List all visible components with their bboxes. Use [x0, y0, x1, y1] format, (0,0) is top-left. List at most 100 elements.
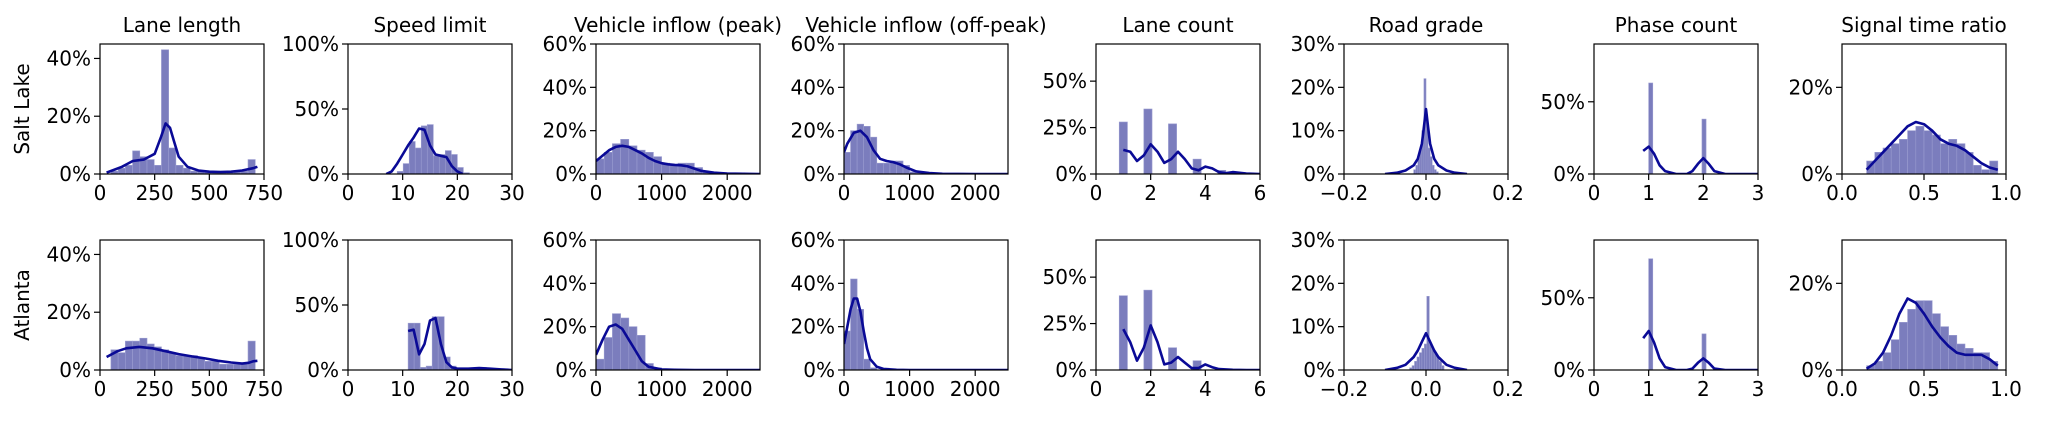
y-tick-label: 40% [47, 46, 91, 70]
y-tick-label: 20% [1789, 271, 1833, 295]
y-tick-label: 60% [543, 228, 587, 252]
histogram-bar [414, 147, 422, 174]
histogram-bar [1907, 130, 1917, 174]
y-tick-label: 50% [1541, 90, 1585, 114]
histogram-bar [132, 150, 141, 174]
x-tick-label: 500 [190, 181, 228, 205]
y-tick-label: 0% [1055, 358, 1087, 382]
histogram-bar [1907, 309, 1917, 370]
histogram-bar [132, 340, 141, 370]
panel-title: Signal time ratio [1841, 13, 2006, 37]
y-tick-label: 50% [295, 97, 339, 121]
kde-line [1865, 297, 1999, 370]
histogram-bar [1899, 139, 1908, 174]
histogram-bar [182, 167, 191, 174]
x-tick-label: 3 [1752, 377, 1765, 401]
kde-line [1122, 324, 1260, 370]
histogram-bar [1168, 123, 1177, 174]
panel-title: Speed limit [373, 13, 486, 37]
histogram-bar [1416, 356, 1420, 370]
x-tick-label: 0.0 [1410, 377, 1442, 401]
histogram-bar [603, 152, 613, 174]
x-tick-label: 1 [1642, 181, 1655, 205]
y-tick-label: 0% [1553, 358, 1585, 382]
y-tick-label: 50% [1541, 286, 1585, 310]
histogram-bar [1648, 258, 1654, 370]
histogram-bar [1931, 313, 1941, 370]
histogram-bar [125, 165, 133, 174]
histogram-bar [432, 155, 440, 174]
histogram-bar [863, 358, 871, 370]
histogram-bar [175, 355, 184, 370]
y-tick-label: 50% [1043, 69, 1087, 93]
y-tick-label: 0% [307, 162, 339, 186]
x-tick-label: −0.2 [1320, 377, 1369, 401]
y-tick-label: 30% [1291, 228, 1335, 252]
axes-frame [347, 239, 513, 371]
x-tick-label: 6 [1254, 181, 1267, 205]
y-tick-label: 20% [47, 300, 91, 324]
histogram-bar [233, 363, 242, 370]
y-tick-label: 10% [1291, 119, 1335, 143]
axes-frame [843, 43, 1009, 175]
histogram-bar [1429, 156, 1433, 174]
y-tick-label: 40% [791, 75, 835, 99]
axes-frame [1095, 239, 1261, 371]
x-tick-label: 6 [1254, 377, 1267, 401]
x-tick-label: 2000 [702, 181, 753, 205]
histogram-bar [1411, 365, 1415, 370]
histogram-bar [1421, 348, 1425, 370]
y-tick-label: 0% [555, 358, 587, 382]
y-tick-label: 0% [1055, 162, 1087, 186]
histogram-bar [869, 367, 878, 370]
y-tick-label: 10% [1291, 315, 1335, 339]
x-tick-label: 1000 [636, 181, 687, 205]
row-label: Atlanta [10, 269, 34, 341]
y-tick-label: 0% [59, 162, 91, 186]
axes-frame [99, 239, 265, 371]
histogram-bar [211, 361, 220, 370]
x-tick-label: 2 [1144, 377, 1157, 401]
x-tick-label: 0 [1090, 181, 1103, 205]
histogram-bar [1981, 169, 1990, 174]
histogram-bar [1192, 158, 1202, 174]
x-tick-label: 0 [1588, 377, 1601, 401]
x-tick-label: 20 [445, 181, 470, 205]
histogram-bar [1428, 343, 1433, 370]
histogram-bar [1915, 126, 1925, 174]
histogram-bar [1427, 147, 1431, 174]
histogram-bar [1424, 343, 1428, 370]
histogram-bar [153, 165, 162, 174]
histogram-bar [1431, 165, 1435, 174]
histogram-bar [1118, 121, 1128, 174]
y-tick-label: 0% [59, 358, 91, 382]
y-tick-label: 0% [1553, 162, 1585, 186]
histogram-bar [1438, 361, 1442, 370]
x-tick-label: 1000 [636, 377, 687, 401]
x-tick-label: 1.0 [1990, 181, 2022, 205]
x-tick-label: 2 [1144, 181, 1157, 205]
histogram-bar [1972, 165, 1982, 174]
histogram-bar [1701, 118, 1707, 174]
histogram-bar [1923, 130, 1933, 174]
y-tick-label: 0% [1303, 162, 1335, 186]
y-tick-label: 40% [47, 242, 91, 266]
y-tick-label: 20% [1789, 75, 1833, 99]
histogram-bar [1890, 143, 1900, 174]
x-tick-label: 1.0 [1990, 377, 2022, 401]
x-tick-label: 250 [136, 377, 174, 401]
kde-line [1865, 120, 1999, 171]
x-tick-label: 0 [590, 377, 603, 401]
x-tick-label: 2000 [950, 181, 1001, 205]
histogram-bar [1882, 352, 1892, 370]
panel-title: Lane count [1122, 13, 1233, 37]
kde-line [105, 345, 258, 365]
histogram-bar [620, 317, 630, 370]
axes-frame [1593, 239, 1759, 371]
histogram-bar [844, 152, 851, 174]
histogram-bar [240, 363, 249, 370]
histogram-bar [1118, 295, 1128, 370]
histogram-bar [117, 352, 126, 370]
x-tick-label: 0 [94, 181, 107, 205]
histogram-bar [1441, 365, 1445, 370]
